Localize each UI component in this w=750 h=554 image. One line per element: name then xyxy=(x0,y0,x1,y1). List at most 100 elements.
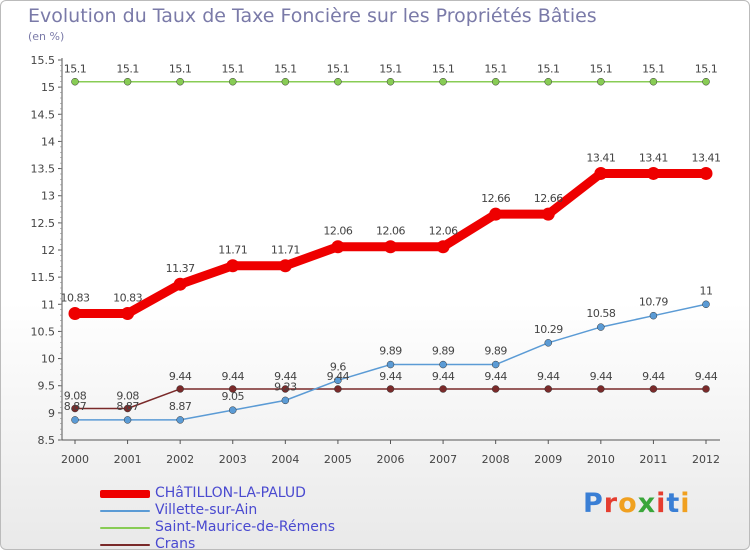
x-tick-label: 2010 xyxy=(587,453,615,466)
data-point xyxy=(226,259,240,273)
data-point xyxy=(489,207,503,221)
y-tick-label: 10.5 xyxy=(31,325,56,338)
data-point xyxy=(229,385,237,393)
data-label: 13.41 xyxy=(586,151,615,164)
x-tick-label: 2005 xyxy=(324,453,352,466)
data-point xyxy=(649,77,658,86)
data-point xyxy=(541,207,555,221)
y-tick-label: 9 xyxy=(48,407,55,420)
legend-swatch xyxy=(100,490,150,498)
data-label: 9.44 xyxy=(695,370,718,383)
data-point xyxy=(123,404,132,413)
data-label: 15.1 xyxy=(537,63,560,76)
data-label: 9.23 xyxy=(274,380,297,393)
data-label: 12.06 xyxy=(429,225,458,238)
y-tick-label: 15.5 xyxy=(31,54,56,67)
x-tick-label: 2007 xyxy=(429,453,457,466)
y-tick-label: 13.5 xyxy=(31,163,56,176)
data-label: 9.6 xyxy=(330,360,346,373)
data-point xyxy=(491,77,500,86)
logo-letter: r xyxy=(603,488,619,519)
data-point xyxy=(699,166,713,180)
data-point xyxy=(229,77,237,86)
data-point xyxy=(439,360,447,369)
x-tick-label: 2002 xyxy=(166,453,194,466)
data-label: 9.89 xyxy=(432,345,455,358)
x-tick-label: 2008 xyxy=(482,453,510,466)
data-label: 15.1 xyxy=(116,63,139,76)
x-tick-label: 2000 xyxy=(61,453,89,466)
data-point xyxy=(702,385,710,393)
data-label: 12.06 xyxy=(376,225,405,238)
data-label: 11.71 xyxy=(218,244,247,257)
data-label: 15.1 xyxy=(432,63,455,76)
legend-swatch xyxy=(100,544,150,546)
legend-label: CHâTILLON-LA-PALUD xyxy=(155,485,306,501)
x-tick-label: 2012 xyxy=(692,453,720,466)
data-point xyxy=(386,360,395,369)
data-point xyxy=(71,404,79,413)
data-point xyxy=(384,240,397,254)
data-label: 8.87 xyxy=(64,400,87,413)
y-tick-label: 10 xyxy=(41,353,55,366)
chart-unit: (en %) xyxy=(28,30,65,43)
data-point xyxy=(123,77,132,86)
data-label: 15.1 xyxy=(222,63,245,76)
logo-letter: x xyxy=(637,488,657,519)
data-label: 9.44 xyxy=(590,370,613,383)
data-point xyxy=(702,77,710,86)
legend-item: Saint-Maurice-de-Rémens xyxy=(100,519,460,537)
data-point xyxy=(386,385,395,393)
y-tick-label: 15 xyxy=(41,81,55,94)
data-point xyxy=(176,77,184,86)
data-point xyxy=(649,311,658,320)
data-label: 9.08 xyxy=(64,390,87,403)
data-point xyxy=(386,77,395,86)
data-point xyxy=(281,385,290,393)
data-label: 10.29 xyxy=(534,323,563,336)
data-point xyxy=(229,406,237,414)
legend-swatch xyxy=(100,510,150,512)
data-label: 9.44 xyxy=(274,370,297,383)
data-point xyxy=(123,416,132,424)
data-label: 15.1 xyxy=(642,63,665,76)
data-label: 9.44 xyxy=(484,370,507,383)
data-label: 8.87 xyxy=(169,400,192,413)
logo-letter: P xyxy=(583,488,604,519)
data-label: 13.41 xyxy=(692,151,721,164)
data-point xyxy=(597,323,605,331)
data-label: 9.89 xyxy=(379,345,402,358)
data-point xyxy=(439,77,447,86)
y-tick-label: 12.5 xyxy=(31,217,56,230)
data-label: 15.1 xyxy=(274,63,297,76)
data-point xyxy=(334,77,342,86)
y-tick-label: 8.5 xyxy=(38,434,56,447)
data-label: 10.79 xyxy=(639,296,668,309)
legend-label: Crans xyxy=(155,536,196,552)
x-tick-label: 2004 xyxy=(271,453,299,466)
data-label: 10.83 xyxy=(113,292,142,305)
data-point xyxy=(491,360,500,369)
data-label: 10.83 xyxy=(61,292,90,305)
line-chart: 8.5 9 9.5 10 10.5 11 11.5 12 12.5 13 13.5 14 14.5 15 1… xyxy=(31,54,722,466)
data-point xyxy=(331,240,345,254)
data-label: 9.05 xyxy=(222,390,245,403)
x-tick-label: 2006 xyxy=(377,453,405,466)
legend-item: Crans xyxy=(100,536,460,554)
y-tick-label: 11.5 xyxy=(31,271,56,284)
data-point xyxy=(71,416,79,424)
data-label: 15.1 xyxy=(169,63,192,76)
data-label: 11.71 xyxy=(271,244,300,257)
data-point xyxy=(71,77,79,86)
data-label: 9.44 xyxy=(537,370,560,383)
data-point xyxy=(439,385,447,393)
legend-label: Saint-Maurice-de-Rémens xyxy=(155,519,335,535)
data-label: 12.66 xyxy=(534,192,563,205)
data-point xyxy=(278,259,292,273)
data-point xyxy=(597,385,605,393)
data-point xyxy=(176,416,184,424)
data-point xyxy=(173,277,187,291)
logo-letter: i xyxy=(680,488,691,519)
data-point xyxy=(646,166,660,180)
